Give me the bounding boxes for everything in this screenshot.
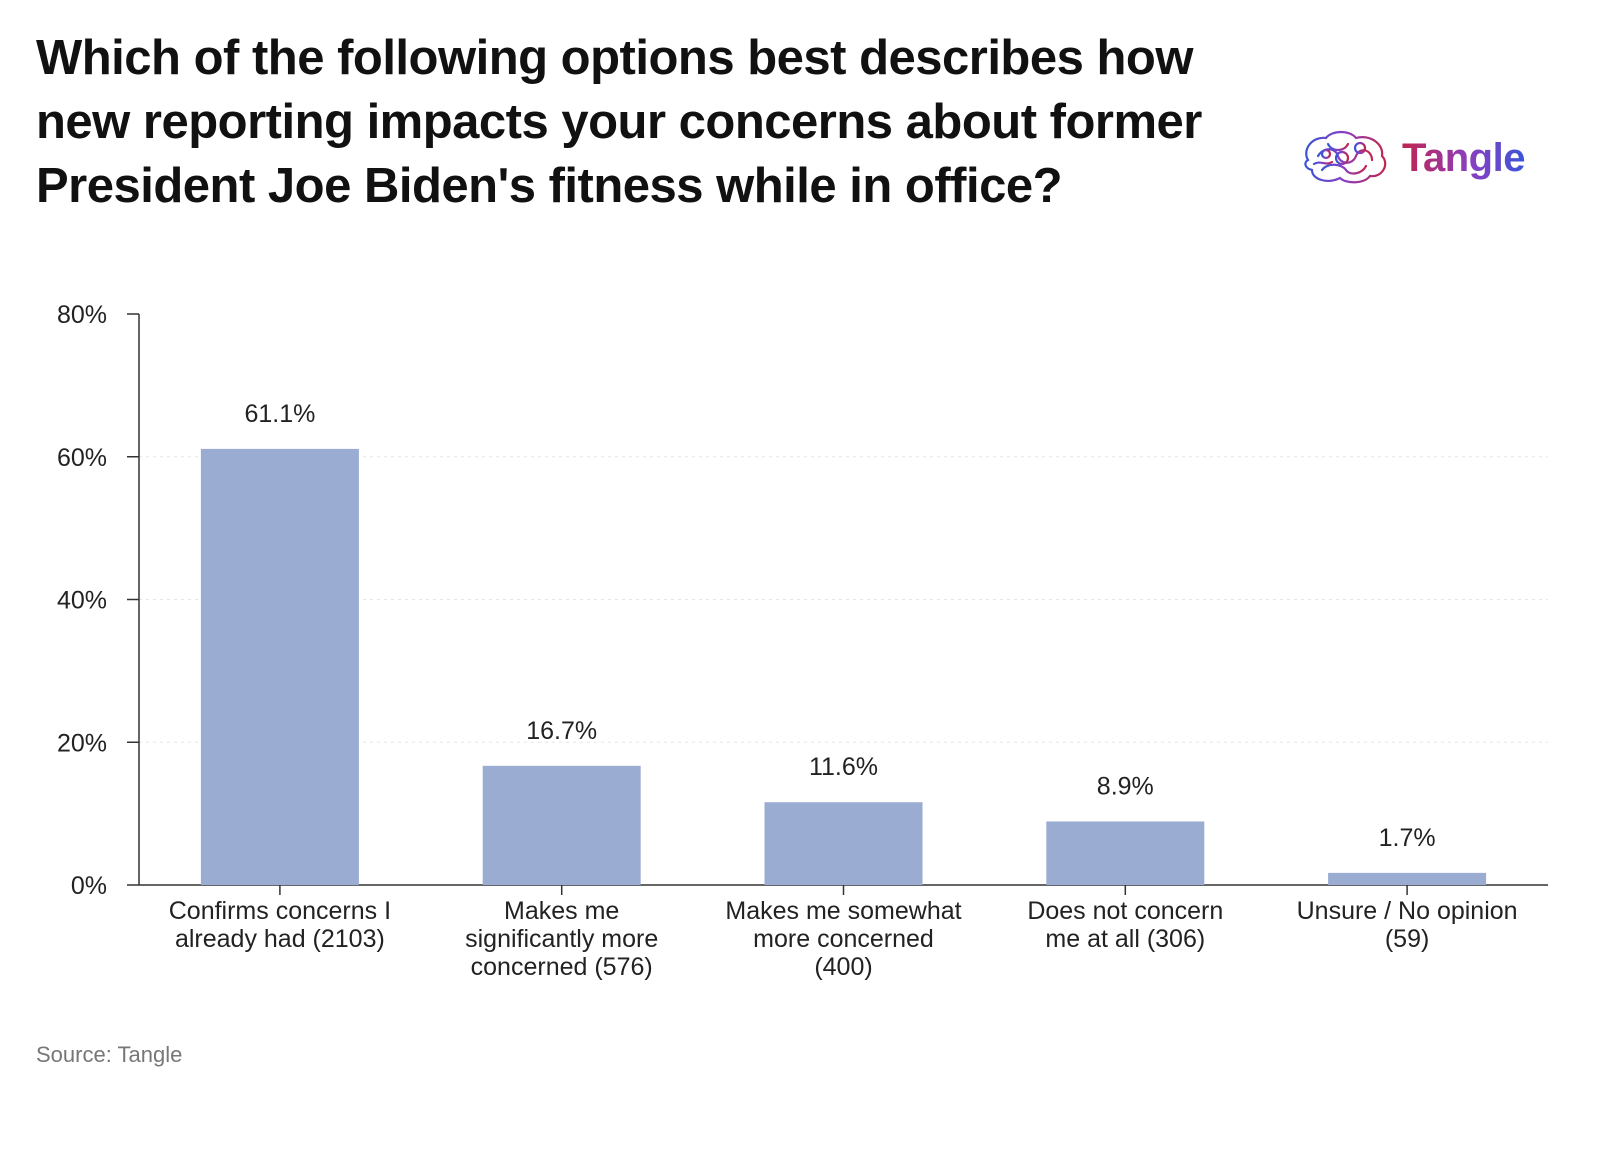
category-label: concerned (576) [471, 953, 653, 981]
brain-icon [1304, 130, 1387, 184]
bar [1328, 872, 1487, 885]
bar [764, 802, 923, 885]
category-label: Unsure / No opinion [1297, 897, 1518, 925]
chart-title: Which of the following options best desc… [36, 31, 1202, 213]
y-tick-label: 40% [57, 587, 107, 615]
labels: 0% 20% 40% 60% 80% 61.1% Confirms concerns Ial… [57, 301, 1518, 981]
bar [1046, 821, 1205, 885]
bar-value-label: 61.1% [244, 400, 315, 428]
source-note: Source: Tangle [36, 1042, 183, 1067]
category-label: Confirms concerns I [169, 897, 391, 925]
category-label: Makes me [504, 897, 619, 925]
y-tick-label: 0% [71, 872, 107, 900]
category-label: more concerned [753, 925, 934, 953]
brand-logo: Tangle [1298, 118, 1558, 198]
bar-value-label: 1.7% [1379, 824, 1436, 852]
y-tick-label: 20% [57, 729, 107, 757]
bar-value-label: 11.6% [809, 753, 878, 781]
brand-name: Tangle [1402, 135, 1525, 180]
bar [200, 448, 359, 885]
bars [200, 448, 1487, 885]
category-label: significantly more [465, 925, 658, 953]
bar-value-label: 16.7% [526, 717, 597, 745]
category-label: Does not concern [1027, 897, 1223, 925]
bar-value-label: 8.9% [1097, 772, 1154, 800]
bar-chart: 0% 20% 40% 60% 80% 61.1% Confirms concerns Ial… [57, 301, 1548, 981]
category-label: (400) [814, 953, 872, 981]
y-tick-label: 80% [57, 301, 107, 329]
category-label: (59) [1385, 925, 1429, 953]
category-label: Makes me somewhat [725, 897, 961, 925]
bar [482, 765, 641, 885]
category-label: already had (2103) [175, 925, 385, 953]
y-tick-label: 60% [57, 444, 107, 472]
category-label: me at all (306) [1045, 925, 1205, 953]
